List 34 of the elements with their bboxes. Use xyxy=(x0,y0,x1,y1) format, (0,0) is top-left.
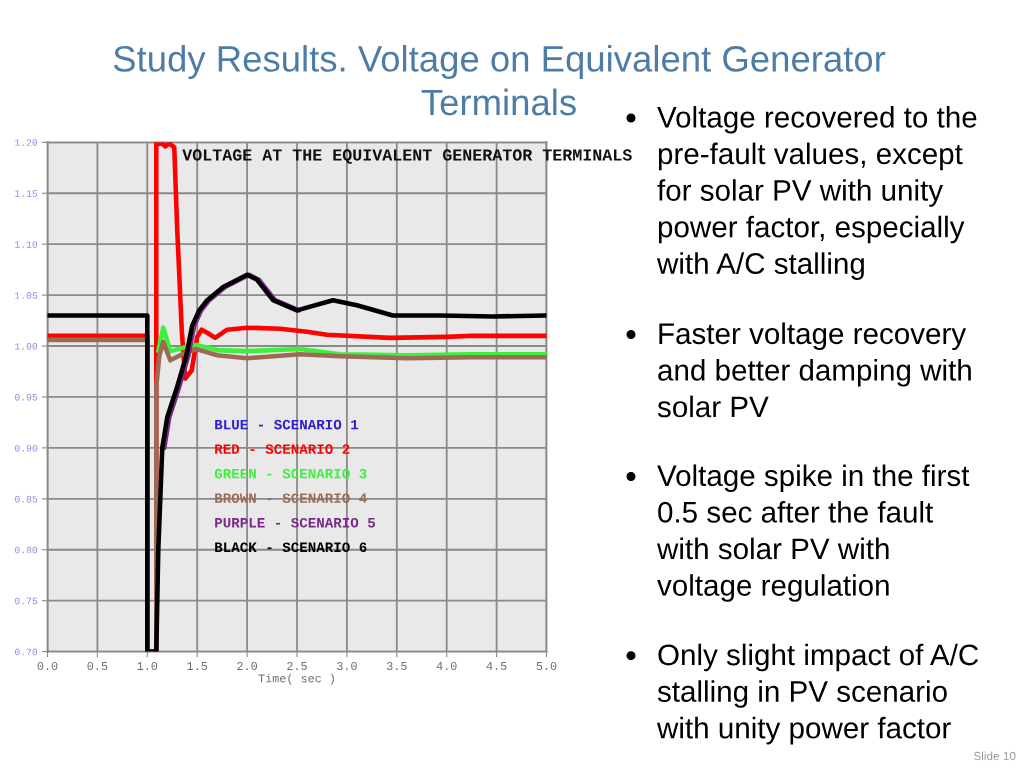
y-tick-label: 1.00 xyxy=(15,343,38,350)
y-tick-label: 0.80 xyxy=(15,546,38,554)
x-tick-label: 5.0 xyxy=(536,661,557,670)
y-tick-label: 1.05 xyxy=(15,292,38,299)
text: GREEN - SCENARIO 3 xyxy=(214,468,367,479)
y-tick-label: 0.85 xyxy=(15,495,38,503)
text: Faster voltage recovery and better damping with solar PV xyxy=(657,322,971,418)
text: BLACK - SCENARIO 6 xyxy=(215,542,367,553)
x-tick-label: 3.5 xyxy=(386,661,407,670)
y-tick-label: 0.95 xyxy=(15,393,38,401)
x-tick-label: 3.0 xyxy=(337,661,357,670)
y-tick-label: 1.20 xyxy=(15,139,38,146)
x-tick-label: 1.5 xyxy=(187,662,208,670)
x-tick-label: 0.5 xyxy=(87,661,108,670)
y-tick-label: 0.75 xyxy=(15,597,38,605)
y-tick-label: 1.15 xyxy=(15,190,38,197)
text: RED - SCENARIO 2 xyxy=(215,444,350,454)
x-tick-label: 1.0 xyxy=(137,661,158,670)
legend-label: BLUE - SCENARIO 1 xyxy=(215,419,359,430)
y-tick-label: 0.70 xyxy=(15,648,38,656)
text: Slide 10 xyxy=(973,751,1016,761)
x-tick-label: 2.0 xyxy=(237,661,257,670)
y-tick-label: 1.10 xyxy=(15,241,38,248)
x-axis-title: Time( sec ) xyxy=(258,673,334,685)
x-tick-label: 0.0 xyxy=(37,661,58,670)
text: PURPLE - SCENARIO 5 xyxy=(215,517,376,528)
y-tick-label: 0.90 xyxy=(15,444,38,452)
chart-subtitle: VOLTAGE AT THE EQUIVALENT GENERATOR TERMINALS xyxy=(182,149,632,164)
x-tick-label: 2.5 xyxy=(287,661,307,670)
text: Voltage spike in the first 0.5 sec after the fault with solar PV with voltage regulation xyxy=(656,464,970,602)
text: Only slight impact of A/C stalling in PV scenario with unity power factor xyxy=(656,643,979,745)
x-tick-label: 4.0 xyxy=(436,661,457,670)
line-series xyxy=(155,325,547,358)
x-tick-label: 4.5 xyxy=(486,662,507,670)
